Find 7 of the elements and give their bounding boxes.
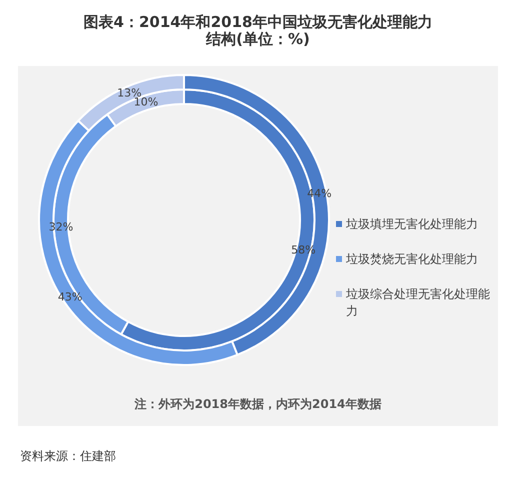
legend-label: 垃圾综合处理无害化处理能力 <box>346 286 491 320</box>
data-label: 10% <box>134 96 158 109</box>
legend-label: 垃圾填埋无害化处理能力 <box>346 216 478 233</box>
text: 资料来源：住建部 <box>20 448 116 465</box>
chart-title: 图表4：2014年和2018年中国垃圾无害化处理能力结构(单位：%) <box>82 12 434 48</box>
text: 注：外环为2018年数据，内环为2014年数据 <box>134 396 382 413</box>
legend-label: 垃圾焚烧无害化处理能力 <box>346 251 478 268</box>
